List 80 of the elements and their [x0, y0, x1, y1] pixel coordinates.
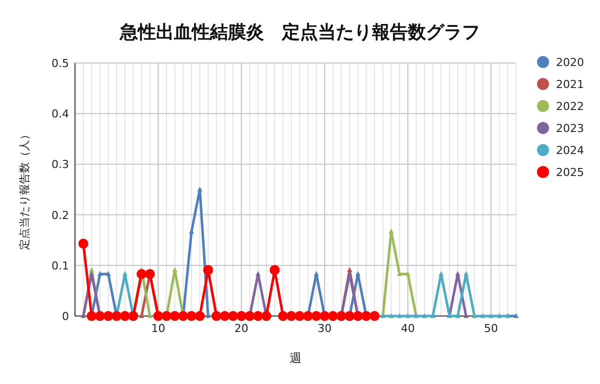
legend-label: 2025: [556, 166, 584, 179]
point: [197, 186, 202, 192]
x-tick-label: 50: [484, 322, 498, 335]
point: [278, 311, 288, 321]
point: [496, 313, 502, 318]
point: [370, 311, 380, 321]
point: [178, 311, 188, 321]
point: [186, 311, 196, 321]
point: [311, 311, 322, 321]
point: [314, 271, 319, 276]
point: [89, 271, 94, 276]
point: [320, 311, 330, 321]
point: [244, 311, 255, 321]
point: [162, 311, 172, 321]
point: [211, 311, 222, 321]
legend-label: 2023: [556, 122, 584, 135]
x-tick-label: 40: [400, 322, 415, 335]
point: [261, 311, 272, 321]
point: [236, 311, 246, 321]
point: [97, 271, 102, 276]
point: [344, 311, 355, 321]
point: [455, 271, 460, 276]
point: [397, 313, 402, 318]
point: [228, 311, 238, 321]
y-tick-label: 0: [62, 310, 69, 323]
point: [480, 313, 486, 318]
point: [112, 311, 122, 321]
point: [388, 313, 394, 318]
point: [352, 311, 363, 321]
point: [256, 271, 261, 276]
point: [89, 266, 94, 272]
point: [106, 271, 111, 276]
point: [144, 269, 155, 279]
point: [194, 311, 205, 321]
y-tick-label: 0.1: [52, 259, 69, 272]
point: [203, 264, 214, 275]
point: [94, 311, 105, 321]
point: [438, 271, 444, 276]
legend-label: 2020: [556, 56, 584, 69]
point: [128, 311, 138, 321]
point: [405, 313, 410, 318]
point: [120, 311, 130, 321]
x-tick-label: 10: [151, 322, 166, 335]
x-tick-label: 30: [318, 322, 332, 335]
y-tick-label: 0.5: [52, 57, 69, 70]
point: [488, 313, 494, 318]
y-axis-title: 定点当たり報告数（人）: [18, 129, 31, 250]
point: [294, 311, 305, 321]
point: [172, 266, 178, 272]
point: [361, 311, 372, 321]
point: [286, 311, 296, 321]
point: [78, 238, 88, 249]
point: [464, 271, 469, 276]
point: [86, 311, 97, 321]
y-tick-label: 0.3: [52, 158, 69, 172]
point: [422, 313, 427, 318]
y-tick-label: 0.2: [52, 208, 69, 222]
y-tick-label: 0.4: [52, 108, 69, 121]
chart-title: 急性出血性結膜炎 定点当たり報告数グラフ: [119, 22, 480, 43]
point: [136, 269, 147, 279]
legend-label: 2021: [556, 78, 584, 91]
x-tick-label: 20: [234, 322, 248, 335]
point: [347, 271, 352, 276]
point: [355, 271, 360, 276]
point: [328, 311, 338, 321]
point: [336, 311, 346, 321]
point: [514, 313, 518, 318]
x-axis-title: 週: [290, 351, 302, 365]
point: [405, 271, 410, 276]
point: [170, 311, 180, 321]
legend-label: 2022: [556, 100, 584, 113]
point: [253, 311, 264, 321]
point: [153, 311, 164, 321]
point: [220, 311, 230, 321]
legend-label: 2024: [556, 144, 584, 157]
point: [302, 311, 313, 321]
point: [103, 311, 114, 321]
point: [388, 228, 394, 234]
point: [270, 264, 280, 275]
point: [122, 271, 128, 276]
